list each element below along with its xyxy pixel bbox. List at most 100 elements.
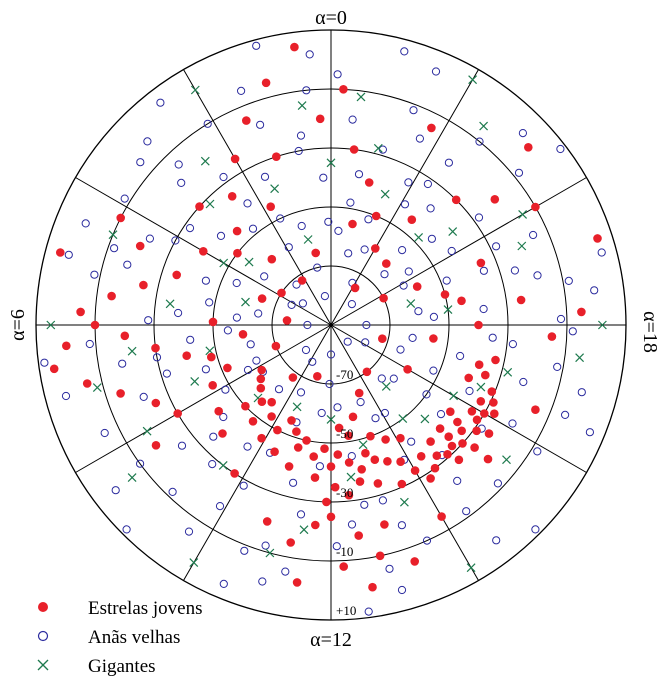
old-dwarf-point xyxy=(415,134,424,143)
old-dwarf-point xyxy=(315,462,324,471)
old-dwarf-point xyxy=(274,385,284,394)
old-dwarf-point xyxy=(232,278,241,288)
young-star-point xyxy=(267,254,277,264)
old-dwarf-point xyxy=(347,520,357,529)
old-dwarf-point xyxy=(81,219,90,228)
young-star-point xyxy=(432,451,442,461)
young-star-point xyxy=(435,424,445,433)
giant-point xyxy=(200,156,210,166)
young-star-point xyxy=(476,258,486,268)
young-star-point xyxy=(484,429,494,438)
young-star-point xyxy=(322,497,331,507)
young-star-point xyxy=(344,490,354,500)
young-star-point xyxy=(116,213,125,223)
old-dwarf-point xyxy=(171,236,180,245)
old-dwarf-point xyxy=(308,357,317,366)
polar-grid xyxy=(35,29,627,621)
old-dwarf-point xyxy=(111,486,120,495)
young-star-point xyxy=(286,538,296,547)
young-star-point xyxy=(334,423,344,433)
young-star-point xyxy=(447,441,457,451)
old-dwarf-point xyxy=(493,479,502,488)
young-star-point xyxy=(287,416,296,425)
ring-labels: -70 -50 -30 -10 +10 xyxy=(336,367,356,618)
young-star-point xyxy=(362,367,372,377)
giant-point xyxy=(142,426,152,436)
young-star-point xyxy=(311,248,321,258)
young-star-point xyxy=(457,296,466,306)
young-star-point xyxy=(241,401,250,411)
old-dwarf-point xyxy=(298,299,307,308)
young-star-point xyxy=(457,426,467,436)
old-dwarf-point xyxy=(533,271,542,280)
giant-point xyxy=(476,382,486,392)
old-dwarf-point xyxy=(396,345,405,354)
young-star-point xyxy=(354,388,364,398)
young-star-point xyxy=(257,294,267,303)
axis-label-alpha-0: α=0 xyxy=(315,7,347,29)
old-dwarf-point xyxy=(223,326,232,335)
young-star-point xyxy=(135,241,145,251)
young-star-point xyxy=(302,436,311,445)
spoke-22h xyxy=(360,69,479,275)
old-dwarf-point xyxy=(246,340,255,349)
old-dwarf-point xyxy=(221,385,230,394)
young-star-point xyxy=(371,244,380,253)
young-star-point xyxy=(373,479,383,488)
young-star-point xyxy=(355,477,365,486)
legend-label-estrelas-jovens: Estrelas jovens xyxy=(88,598,203,619)
young-star-point xyxy=(320,444,329,454)
old-dwarf-point xyxy=(474,213,484,222)
young-star-point xyxy=(242,116,251,125)
young-star-point xyxy=(151,398,161,408)
old-dwarf-point xyxy=(326,350,336,359)
giant-point xyxy=(420,414,430,424)
young-star-point xyxy=(311,520,320,530)
young-star-point xyxy=(214,406,223,416)
young-star-point xyxy=(344,431,353,441)
old-dwarf-point xyxy=(319,173,328,182)
young-star-point xyxy=(218,429,227,438)
young-star-point xyxy=(339,85,348,94)
legend-label-anas-velhas: Anãs velhas xyxy=(88,627,180,648)
young-star-point xyxy=(261,78,271,88)
old-dwarf-point xyxy=(442,276,451,285)
young-star-point xyxy=(380,520,389,529)
old-dwarf-point xyxy=(371,414,380,423)
young-star-point xyxy=(348,412,358,422)
old-dwarf-point xyxy=(289,478,298,487)
old-dwarf-point xyxy=(243,442,252,451)
old-dwarf-point xyxy=(431,67,441,76)
young-star-point xyxy=(76,307,85,317)
old-dwarf-point xyxy=(465,386,474,396)
old-dwarf-point xyxy=(389,374,398,383)
giant-point xyxy=(303,235,313,244)
giant-point xyxy=(326,158,336,168)
young-star-point xyxy=(470,443,479,452)
old-dwarf-point xyxy=(254,309,263,318)
young-star-point xyxy=(139,280,148,290)
young-star-point xyxy=(403,365,412,374)
young-star-point xyxy=(487,387,497,396)
giant-point xyxy=(270,184,280,194)
young-star-point xyxy=(453,417,462,427)
giant-point xyxy=(443,305,453,315)
giant-point xyxy=(241,297,250,307)
young-star-point xyxy=(56,248,65,257)
old-dwarf-point xyxy=(240,546,249,555)
old-dwarf-point xyxy=(203,119,212,128)
old-dwarf-point xyxy=(332,542,341,551)
old-dwarf-point xyxy=(281,567,290,576)
young-star-point xyxy=(267,397,277,407)
young-star-point xyxy=(440,290,450,299)
young-star-point xyxy=(270,447,279,457)
old-dwarf-point xyxy=(313,263,322,272)
young-star-point xyxy=(151,343,160,353)
young-star-point xyxy=(444,432,454,442)
young-star-point xyxy=(199,247,208,256)
young-star-point xyxy=(412,282,422,291)
young-star-point xyxy=(483,454,493,464)
old-dwarf-point xyxy=(475,137,484,146)
old-dwarf-point xyxy=(156,98,165,107)
old-dwarf-point xyxy=(561,410,570,419)
